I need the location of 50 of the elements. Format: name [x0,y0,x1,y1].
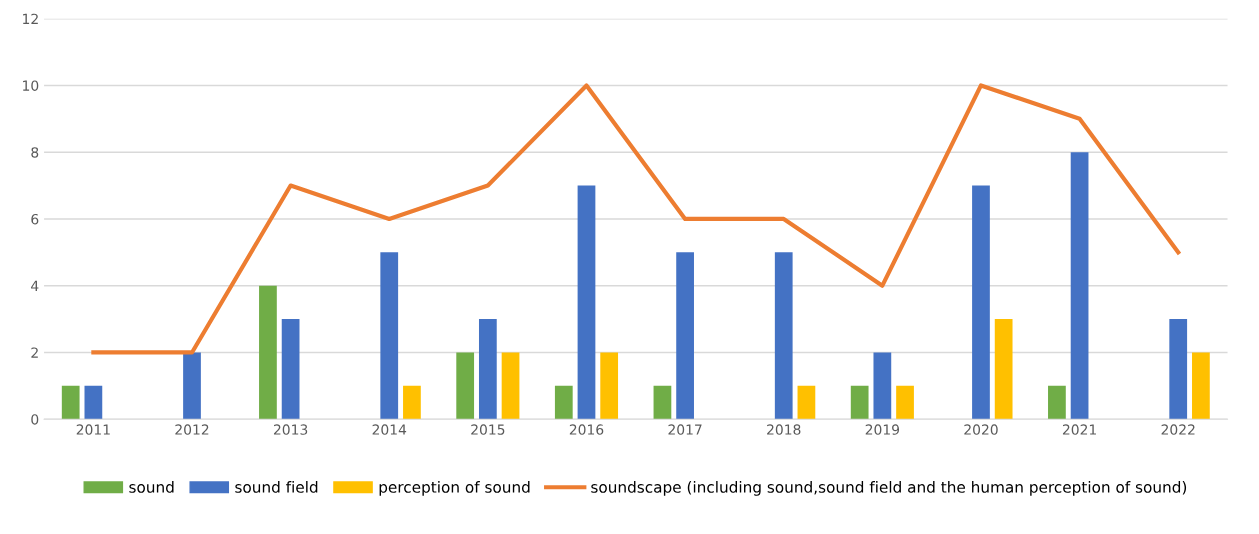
bar [259,285,277,420]
legend-label: sound [129,481,174,493]
bar [478,319,497,420]
x-tick-label: 2021 [1062,424,1096,435]
bar [850,385,869,420]
bar [1192,352,1210,420]
bar [577,185,596,420]
x-tick-label: 2013 [273,424,308,435]
bar [380,252,399,420]
bar [61,385,80,420]
bar [554,385,573,420]
bar [1048,385,1066,420]
x-tick-label: 2019 [865,424,900,435]
bar [600,352,619,420]
bar [501,352,520,420]
bar [972,185,990,420]
bar [1169,319,1188,420]
y-tick-label: 4 [31,280,39,291]
bar [676,252,694,420]
legend-label: perception of sound [379,481,530,496]
legend-label: soundscape (including sound,sound field and the human perception of sound) [591,481,1187,496]
y-tick-label: 6 [31,213,39,225]
x-tick-label: 2018 [767,424,801,435]
bar [1070,152,1089,420]
x-tick-label: 2016 [569,424,604,435]
x-tick-label: 2022 [1161,424,1195,435]
bar [797,385,816,420]
y-tick-label: 12 [23,13,38,24]
bar [774,252,793,420]
x-tick-label: 2014 [372,424,407,435]
bar [896,385,914,420]
bar [653,385,672,420]
legend-label: sound field [235,481,318,493]
bar [994,319,1013,420]
y-tick-label: 10 [23,80,39,91]
bar [403,385,421,420]
x-tick-label: 2015 [471,424,505,435]
y-tick-label: 2 [31,347,38,358]
x-tick-label: 2017 [668,424,702,435]
y-tick-label: 8 [31,147,39,158]
line-series [91,83,1181,355]
bar [873,352,892,420]
bar [84,385,103,420]
bar [183,352,201,420]
x-tick-label: 2020 [964,424,998,435]
x-tick-label: 2011 [76,424,110,435]
x-tick-label: 2012 [175,424,209,435]
y-tick-label: 0 [31,414,39,425]
bar [281,319,300,420]
bar [456,352,475,420]
